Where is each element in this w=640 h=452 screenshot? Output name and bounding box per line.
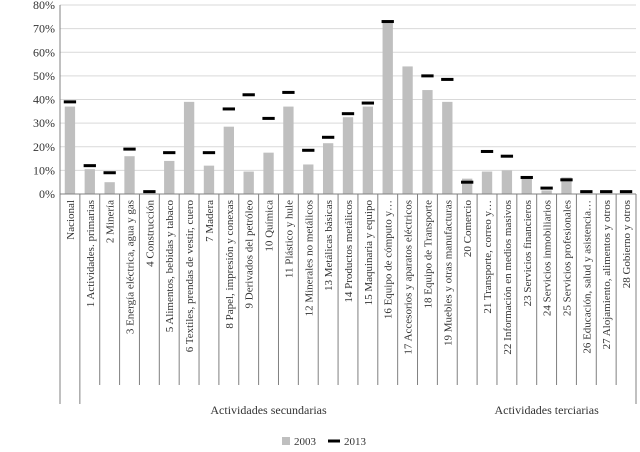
legend: 2003 2013 [282,436,367,448]
legend-label-2013: 2013 [344,436,367,448]
bar-2003 [422,90,433,194]
bars-2003 [64,21,572,194]
x-tick-label: 20 Comercio [462,200,474,258]
y-axis-ticks: 0% 10% 20% 30% 40% 50% 60% 70% 80% [33,0,55,201]
bar-2003 [203,165,215,194]
y-tick-label: 30% [33,116,55,130]
x-tick-label: 12 Minerales no metálicos [303,200,315,316]
bar-2003 [243,171,254,194]
x-tick-label: 24 Servicios inmobiliarios [542,200,554,316]
x-tick-label: 6 Textiles, prendas de vestir, cuero [184,200,196,353]
x-tick-label: 18 Equipo de Transporte [422,200,434,309]
bar-2003 [303,164,314,194]
bar-2003 [501,170,513,194]
bar-2003 [541,190,552,194]
x-tick-label: 22 Información en medios masivos [502,200,514,355]
x-tick-label: 17 Accesorios y aparatos eléctricos [403,200,415,355]
category-groups: Actividades secundarias Actividades terci… [210,403,599,417]
x-tick-label: 26 Educación, salud y asistencia… [581,200,593,354]
y-tick-label: 10% [33,163,55,177]
y-tick-label: 60% [33,45,55,59]
bar-2003 [84,169,95,194]
bar-2003 [342,117,354,194]
x-tick-label: 2 Minería [105,200,117,243]
bar-2003 [104,182,115,194]
bar-2003 [442,101,453,194]
bar-2003 [263,152,274,194]
y-tick-label: 0% [39,187,55,201]
bar-2003 [521,177,532,194]
x-tick-label: 10 Química [264,200,276,252]
group-label: Actividades terciarias [494,403,599,417]
x-tick-label: 13 Metálicas básicas [323,200,335,291]
y-tick-label: 40% [33,93,55,107]
y-tick-label: 70% [33,22,55,36]
x-tick-label: 1 Actividades. primarias [85,200,97,307]
dashes-2013 [63,20,633,194]
x-tick-label: 9 Derivados del petróleo [244,200,256,309]
bar-2003 [382,21,393,194]
x-tick-label: 15 Maquinaria y equipo [363,200,375,306]
x-tick-label: 19 Muebles y otras manufacturas [442,200,454,346]
bar-2003 [223,126,234,194]
x-tick-label: 4 Construcción [144,200,156,267]
y-tick-label: 80% [33,0,55,12]
x-axis-ticks: Nacional 1 Actividades. primarias 2 Minerí… [65,200,633,355]
y-tick-label: 50% [33,69,55,83]
x-tick-label: Nacional [65,200,77,240]
x-tick-label: 21 Transporte, correo y… [482,200,494,314]
x-tick-label: 25 Servicios profesionales [561,200,573,316]
x-tick-label: 3 Energía eléctrica, agua y gas [125,200,137,334]
y-tick-label: 20% [33,140,55,154]
gridlines [60,4,636,195]
bar-2003 [481,171,493,194]
x-tick-label: 8 Papel, impresión y conexas [224,200,236,329]
bar-2003 [362,106,374,194]
x-tick-label: 14 Productos metálicos [343,200,355,303]
bar-2003 [462,178,473,194]
x-tick-label: 5 Alimentos, bebidas y tabaco [164,200,176,333]
bar-2003 [183,101,195,194]
bar-2003 [124,156,135,194]
bar-2003 [164,160,175,194]
x-tick-label: 16 Equipo de cómputo y… [383,200,395,319]
bar-2003 [561,177,572,194]
legend-label-2003: 2003 [294,436,317,448]
x-tick-label: 27 Alojamiento, alimentos y otros [601,200,613,349]
x-tick-label: 23 Servicios financieros [522,200,534,306]
axes [59,5,637,404]
legend-swatch-2003 [282,437,290,445]
bar-2003 [402,66,413,194]
group-label: Actividades secundarias [210,403,327,417]
x-tick-label: 28 Gobierno y otros [621,200,633,288]
x-tick-label: 11 Plástico y hule [283,200,295,278]
x-tick-label: 7 Madera [204,200,216,242]
bar-2003 [283,106,294,194]
bar-2003 [64,106,76,194]
bar-2003 [322,143,334,194]
